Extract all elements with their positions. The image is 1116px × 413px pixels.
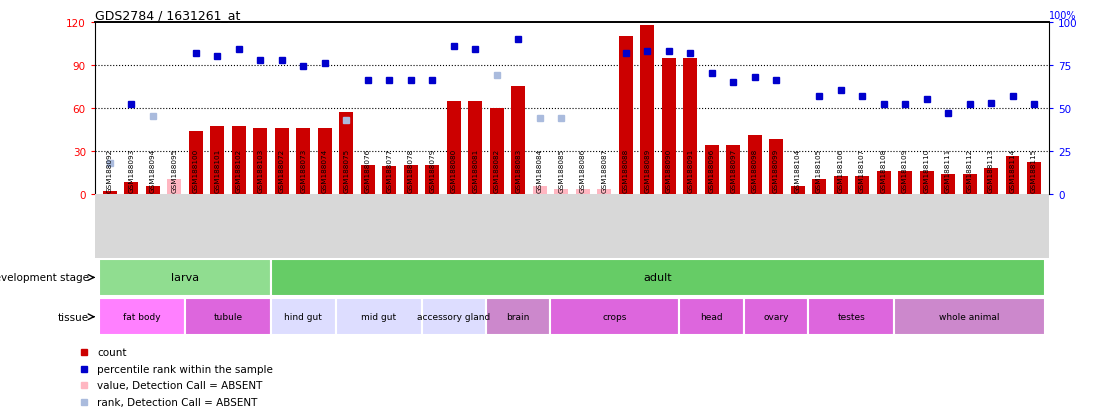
Bar	[898, 171, 912, 194]
Bar	[727, 145, 740, 194]
Bar	[360, 166, 375, 194]
Bar	[532, 187, 547, 194]
Text: adult: adult	[644, 273, 672, 283]
Text: tissue: tissue	[58, 312, 89, 322]
FancyBboxPatch shape	[744, 299, 808, 335]
Text: value, Detection Call = ABSENT: value, Detection Call = ABSENT	[97, 380, 262, 390]
Bar	[662, 58, 675, 194]
Bar	[855, 177, 869, 194]
Bar	[275, 128, 289, 194]
FancyBboxPatch shape	[271, 299, 336, 335]
FancyBboxPatch shape	[485, 299, 550, 335]
Bar	[167, 180, 182, 194]
FancyBboxPatch shape	[185, 299, 271, 335]
Bar	[876, 171, 891, 194]
FancyBboxPatch shape	[808, 299, 894, 335]
Bar	[383, 167, 396, 194]
FancyBboxPatch shape	[336, 299, 422, 335]
Bar	[297, 128, 310, 194]
Text: mid gut: mid gut	[360, 313, 396, 321]
Text: percentile rank within the sample: percentile rank within the sample	[97, 364, 273, 374]
Bar	[920, 171, 933, 194]
Bar	[683, 58, 698, 194]
Text: larva: larva	[171, 273, 199, 283]
FancyBboxPatch shape	[550, 299, 680, 335]
Text: accessory gland: accessory gland	[417, 313, 490, 321]
Text: crops: crops	[603, 313, 627, 321]
Bar	[511, 87, 526, 194]
Bar	[425, 166, 440, 194]
Bar	[834, 177, 847, 194]
Bar	[790, 187, 805, 194]
Bar	[103, 191, 117, 194]
Bar	[984, 169, 998, 194]
Text: whole animal: whole animal	[940, 313, 1000, 321]
Bar	[769, 140, 783, 194]
Bar	[962, 174, 976, 194]
Text: fat body: fat body	[124, 313, 161, 321]
Bar	[704, 145, 719, 194]
Bar	[253, 128, 268, 194]
Bar	[339, 113, 354, 194]
FancyBboxPatch shape	[99, 299, 185, 335]
Bar	[555, 190, 568, 194]
FancyBboxPatch shape	[99, 259, 271, 296]
Bar	[641, 26, 654, 194]
Bar	[941, 174, 955, 194]
Bar	[618, 37, 633, 194]
Text: GDS2784 / 1631261_at: GDS2784 / 1631261_at	[95, 9, 240, 21]
Bar	[124, 183, 138, 194]
Bar	[211, 127, 224, 194]
Text: ovary: ovary	[763, 313, 789, 321]
Bar	[1006, 157, 1020, 194]
Bar	[318, 128, 331, 194]
Bar	[490, 108, 503, 194]
FancyBboxPatch shape	[680, 299, 744, 335]
Bar	[748, 135, 761, 194]
Text: testes: testes	[837, 313, 865, 321]
Bar	[469, 101, 482, 194]
Text: rank, Detection Call = ABSENT: rank, Detection Call = ABSENT	[97, 397, 258, 407]
Bar	[597, 190, 612, 194]
Bar	[446, 101, 461, 194]
Text: count: count	[97, 347, 126, 357]
Bar	[576, 190, 589, 194]
Text: head: head	[701, 313, 723, 321]
Text: 100%: 100%	[1049, 11, 1077, 21]
Bar	[146, 187, 160, 194]
Text: hind gut: hind gut	[285, 313, 323, 321]
FancyBboxPatch shape	[422, 299, 485, 335]
FancyBboxPatch shape	[894, 299, 1045, 335]
Text: development stage: development stage	[0, 273, 89, 283]
Bar	[232, 127, 246, 194]
Text: brain: brain	[507, 313, 530, 321]
FancyBboxPatch shape	[271, 259, 1045, 296]
Bar	[189, 131, 203, 194]
Bar	[1027, 163, 1041, 194]
Bar	[812, 180, 826, 194]
Text: tubule: tubule	[213, 313, 242, 321]
Bar	[404, 166, 417, 194]
